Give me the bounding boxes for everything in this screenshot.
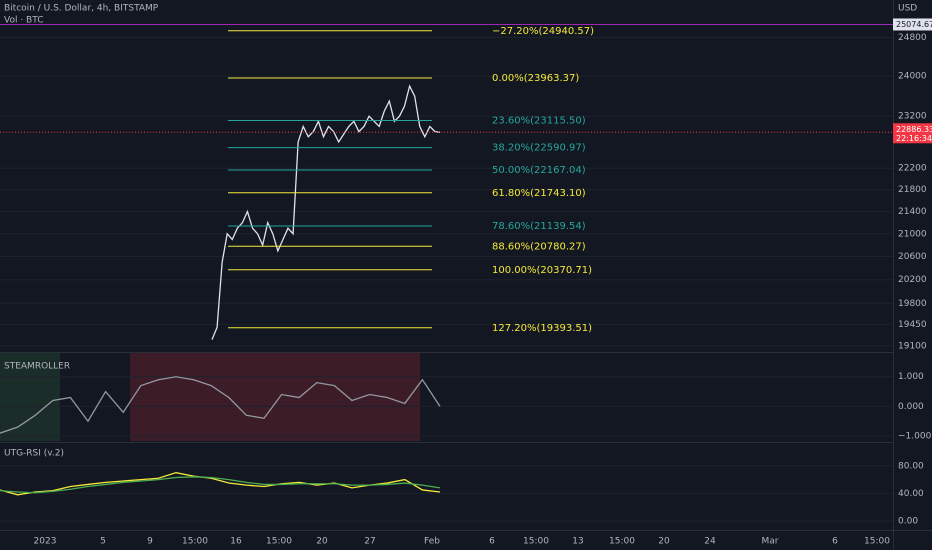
fib-label: 78.60%(21139.54) [492, 221, 586, 232]
indicator-title: STEAMROLLER [4, 362, 70, 372]
x-tick-label: 20 [316, 537, 328, 547]
fib-label: 50.00%(22167.04) [492, 165, 586, 176]
time-axis-border [0, 530, 932, 531]
x-tick-label: 6 [832, 537, 838, 547]
fib-label: 23.60%(23115.50) [492, 116, 586, 127]
fib-label: 0.00%(23963.37) [492, 73, 579, 84]
series-line [0, 376, 441, 434]
y-tick-label: 19100 [898, 341, 927, 351]
fib-label: 127.20%(19393.51) [492, 323, 592, 334]
y-tick-label: 24800 [898, 33, 927, 43]
y-tick-label: 21800 [898, 185, 927, 195]
x-tick-label: 20 [658, 537, 670, 547]
price-axis-border [893, 0, 894, 550]
last-price: 22886.33 [896, 125, 932, 134]
y-tick-label: −1.000 [898, 432, 932, 442]
y-tick-label: 80.00 [898, 461, 924, 471]
y-tick-label: 21000 [898, 229, 927, 239]
x-tick-label: 27 [364, 537, 375, 547]
price-badge [893, 123, 932, 144]
fib-label: 88.60%(20780.27) [492, 241, 586, 252]
fib-label: −27.20%(24940.57) [492, 26, 594, 37]
x-tick-label: 13 [572, 537, 583, 547]
x-tick-label: 15:00 [523, 537, 549, 547]
fib-label: 38.20%(22590.97) [492, 143, 586, 154]
indicator-title: UTG-RSI (v.2) [4, 449, 64, 459]
y-tick-label: 0.000 [898, 402, 924, 412]
volume-label: Vol · BTC [4, 16, 43, 26]
y-tick-label: 19800 [898, 299, 927, 309]
x-tick-label: 6 [489, 537, 495, 547]
x-tick-label: Mar [762, 537, 779, 547]
pane-separator [0, 352, 893, 353]
y-tick-label: 23200 [898, 112, 927, 122]
y-tick-label: 0.00 [898, 517, 918, 527]
y-tick-label: 22200 [898, 164, 927, 174]
x-tick-label: 15:00 [182, 537, 208, 547]
y-tick-label: 21400 [898, 207, 927, 217]
x-tick-label: 2023 [34, 537, 57, 547]
x-tick-label: 24 [704, 537, 716, 547]
x-tick-label: 15:00 [266, 537, 292, 547]
pane-separator [0, 442, 893, 443]
high-badge [893, 18, 932, 31]
x-tick-label: 15:00 [864, 537, 890, 547]
currency: USD [898, 4, 917, 14]
trend-background [130, 353, 420, 441]
y-tick-label: 40.00 [898, 489, 924, 499]
y-tick-label: 19450 [898, 320, 927, 330]
fib-label: 100.00%(20370.71) [492, 265, 592, 276]
symbol-title: Bitcoin / U.S. Dollar, 4h, BITSTAMP [4, 4, 159, 14]
y-tick-label: 20200 [898, 275, 927, 285]
countdown: 22:16:34 [896, 134, 932, 143]
series-line [0, 476, 441, 494]
x-tick-label: 16 [230, 537, 242, 547]
y-tick-label: 1.000 [898, 372, 924, 382]
y-tick-label: 20600 [898, 252, 927, 262]
x-tick-label: 9 [147, 537, 153, 547]
series-line [211, 84, 441, 340]
trend-background [0, 353, 60, 441]
x-tick-label: Feb [424, 537, 440, 547]
x-tick-label: 15:00 [609, 537, 635, 547]
y-tick-label: 24000 [898, 72, 927, 82]
x-tick-label: 5 [100, 537, 106, 547]
fib-label: 61.80%(21743.10) [492, 188, 586, 199]
high-price: 25074.67 [896, 20, 932, 29]
